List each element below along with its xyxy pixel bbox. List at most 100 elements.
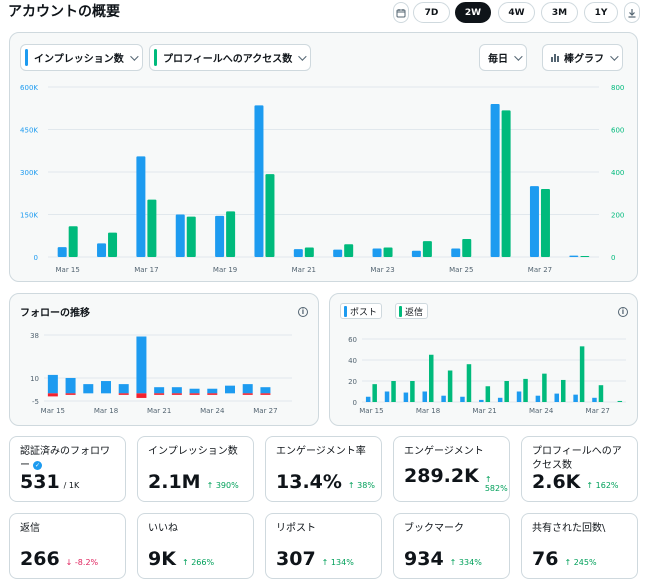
metric-label-text: ブックマーク (404, 523, 464, 534)
followed-bar (225, 385, 235, 394)
unfollowed-bar (154, 393, 165, 395)
metric-value-row: 531/ 1K (20, 471, 79, 493)
metric-card[interactable]: エンゲージメント 289.2K ↑ 582% (393, 436, 510, 502)
x-axis-tick-label: Mar 27 (253, 407, 277, 415)
unfollowed-bar (136, 393, 147, 398)
impressions-bar (451, 248, 461, 257)
followed-bar (171, 387, 182, 394)
followed-bar (118, 384, 129, 394)
metric-change: ↑ 162% (586, 481, 619, 490)
replies-bar (598, 385, 604, 402)
x-axis-tick-label: Mar 23 (370, 266, 394, 274)
metric-card[interactable]: 共有された回数\ 76 ↑ 245% (521, 513, 638, 579)
impressions-bar (293, 249, 303, 257)
replies-bar (617, 400, 623, 402)
impressions-bar (175, 214, 185, 257)
metric-card[interactable]: プロフィールへのアクセス数 2.6K ↑ 162% (521, 436, 638, 502)
metric-label: いいね (148, 522, 247, 536)
replies-bar (485, 386, 491, 402)
range-7d-button[interactable]: 7D (413, 2, 450, 23)
posts-bar (497, 397, 503, 402)
left-axis-tick-label: 300K (20, 169, 38, 177)
metric-change: ↑ 390% (206, 481, 239, 490)
calendar-icon (396, 8, 406, 17)
metric-card[interactable]: いいね 9K ↑ 266% (137, 513, 254, 579)
profile-visits-bar (501, 110, 511, 257)
metric-card[interactable]: 返信 266 ↓ -8.2% (9, 513, 126, 579)
unfollowed-bar (47, 393, 58, 397)
x-axis-tick-label: Mar 27 (528, 266, 552, 274)
range-3m-button[interactable]: 3M (541, 2, 578, 23)
followed-bar (207, 388, 218, 394)
followed-bar (47, 374, 58, 394)
metric-card[interactable]: ブックマーク 934 ↑ 334% (393, 513, 510, 579)
followed-bar (136, 336, 147, 394)
replies-bar (372, 384, 377, 402)
chart-type-selector[interactable]: 棒グラフ (542, 44, 623, 71)
metric-change: ↑ 334% (449, 558, 482, 567)
metric-value-row: 2.1M ↑ 390% (148, 471, 239, 493)
range-2w-button[interactable]: 2W (455, 2, 491, 23)
metric-label: エンゲージメント率 (276, 445, 375, 459)
metric-value-row: 76 ↑ 245% (532, 548, 597, 570)
metric-change: ↑ 582% (484, 475, 508, 493)
followed-bar (65, 377, 76, 394)
x-axis-tick-label: Mar 15 (41, 407, 65, 415)
x-axis-tick-label: Mar 21 (292, 266, 316, 274)
unfollowed-bar (118, 393, 129, 395)
chevron-down-icon (298, 51, 307, 61)
impressions-bar (97, 243, 107, 257)
followed-bar (83, 384, 94, 394)
replies-bar (391, 381, 396, 402)
metric1-selector[interactable]: インプレッション数 (20, 44, 143, 71)
posts-bar (460, 396, 465, 402)
profile-visits-bar (68, 226, 78, 257)
legend-replies[interactable]: 返信 (395, 303, 429, 319)
right-axis-tick-label: 600 (611, 127, 624, 135)
metric-card[interactable]: エンゲージメント率 13.4% ↑ 38% (265, 436, 382, 502)
calendar-button[interactable] (393, 2, 409, 23)
x-axis-tick-label: Mar 21 (472, 407, 496, 415)
metric-label-text: エンゲージメント (404, 446, 484, 457)
x-axis-tick-label: Mar 27 (586, 407, 610, 415)
range-4w-button[interactable]: 4W (498, 2, 535, 23)
replies-bar (466, 364, 472, 402)
metric-value-row: 13.4% ↑ 38% (276, 471, 375, 493)
x-axis-tick-label: Mar 25 (449, 266, 473, 274)
impressions-bar (254, 105, 264, 258)
x-axis-tick-label: Mar 18 (94, 407, 118, 415)
download-button[interactable] (624, 2, 640, 23)
profile-visits-bar (580, 255, 590, 257)
metric2-selector[interactable]: プロフィールへのアクセス数 (149, 44, 312, 71)
metric-label: 返信 (20, 522, 119, 536)
unfollowed-bar (260, 393, 271, 395)
unfollowed-bar (65, 393, 76, 395)
replies-bar (523, 378, 528, 402)
left-axis-tick-label: 450K (20, 127, 38, 135)
profile-visits-bar (108, 232, 118, 257)
metric-value-row: 266 ↓ -8.2% (20, 548, 98, 570)
interval-selector[interactable]: 毎日 (479, 44, 527, 71)
metric-value-row: 289.2K ↑ 582% (404, 465, 509, 493)
posts-bar (516, 391, 522, 402)
profile-visits-bar (304, 247, 314, 257)
metric-card[interactable]: 認証済みのフォロワー ✓ 531/ 1K (9, 436, 126, 502)
x-axis-tick-label: Mar 24 (200, 407, 225, 415)
info-icon[interactable]: i (298, 307, 308, 317)
metric-label: インプレッション数 (148, 445, 247, 459)
main-bar-chart: 0 150K 300K 450K 600K 0 200 400 600 800 Mar 15 Mar … (20, 84, 624, 274)
profile-visits-bar (422, 241, 432, 257)
bar-chart-icon (551, 54, 559, 62)
metric-card[interactable]: リポスト 307 ↑ 134% (265, 513, 382, 579)
metric-value-row: 2.6K ↑ 162% (532, 471, 619, 493)
metric-sub: / 1K (63, 481, 80, 490)
metric-label: ブックマーク (404, 522, 503, 536)
metric-value: 2.1M (148, 471, 201, 493)
metric-value: 13.4% (276, 471, 342, 493)
legend-posts[interactable]: ポスト (340, 303, 383, 319)
posts-bar (384, 391, 390, 402)
x-axis-tick-label: Mar 18 (416, 407, 440, 415)
metric-card[interactable]: インプレッション数 2.1M ↑ 390% (137, 436, 254, 502)
info-icon[interactable]: i (618, 307, 628, 317)
range-1y-button[interactable]: 1Y (584, 2, 618, 23)
